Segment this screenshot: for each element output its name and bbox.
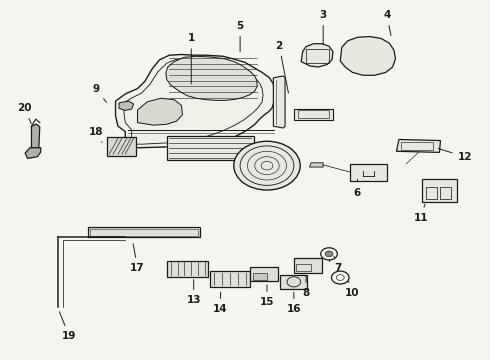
Bar	[426, 187, 437, 199]
Bar	[401, 142, 433, 149]
Bar	[90, 229, 198, 236]
Polygon shape	[166, 56, 257, 100]
Polygon shape	[273, 76, 285, 128]
Bar	[167, 261, 208, 277]
Polygon shape	[301, 44, 333, 67]
Bar	[298, 111, 329, 118]
Polygon shape	[294, 109, 333, 120]
Polygon shape	[25, 148, 41, 158]
Polygon shape	[310, 163, 323, 167]
Text: 6: 6	[354, 179, 361, 198]
Text: 9: 9	[93, 84, 106, 103]
Text: 12: 12	[438, 149, 472, 162]
Polygon shape	[138, 98, 182, 125]
Text: 7: 7	[334, 256, 342, 273]
Bar	[250, 267, 278, 281]
Bar	[210, 271, 250, 287]
Bar	[107, 137, 136, 156]
Bar	[306, 49, 329, 63]
Text: 10: 10	[345, 281, 360, 298]
Polygon shape	[340, 37, 395, 75]
Polygon shape	[119, 101, 134, 111]
Bar	[441, 187, 451, 199]
Bar	[294, 258, 322, 273]
Bar	[350, 163, 387, 181]
Text: 19: 19	[59, 312, 76, 341]
Polygon shape	[396, 139, 441, 152]
Text: 5: 5	[237, 21, 244, 52]
Polygon shape	[31, 124, 40, 148]
Bar	[280, 275, 307, 289]
Text: 14: 14	[213, 292, 228, 314]
Text: 8: 8	[302, 276, 310, 298]
Bar	[167, 135, 254, 160]
Polygon shape	[116, 54, 274, 148]
Bar	[296, 264, 311, 271]
Circle shape	[325, 251, 333, 257]
Text: 18: 18	[89, 127, 103, 143]
Text: 16: 16	[287, 292, 301, 314]
Text: 2: 2	[275, 41, 289, 93]
Text: 15: 15	[260, 285, 274, 307]
Text: 13: 13	[187, 280, 201, 305]
Text: 4: 4	[383, 10, 391, 36]
Text: 1: 1	[188, 33, 195, 84]
Bar	[422, 179, 457, 202]
Text: 20: 20	[17, 103, 31, 124]
Bar	[253, 273, 268, 280]
Text: 3: 3	[319, 10, 327, 45]
Text: 17: 17	[130, 244, 145, 273]
Text: 11: 11	[414, 204, 428, 222]
Bar	[88, 227, 200, 237]
Circle shape	[234, 141, 300, 190]
